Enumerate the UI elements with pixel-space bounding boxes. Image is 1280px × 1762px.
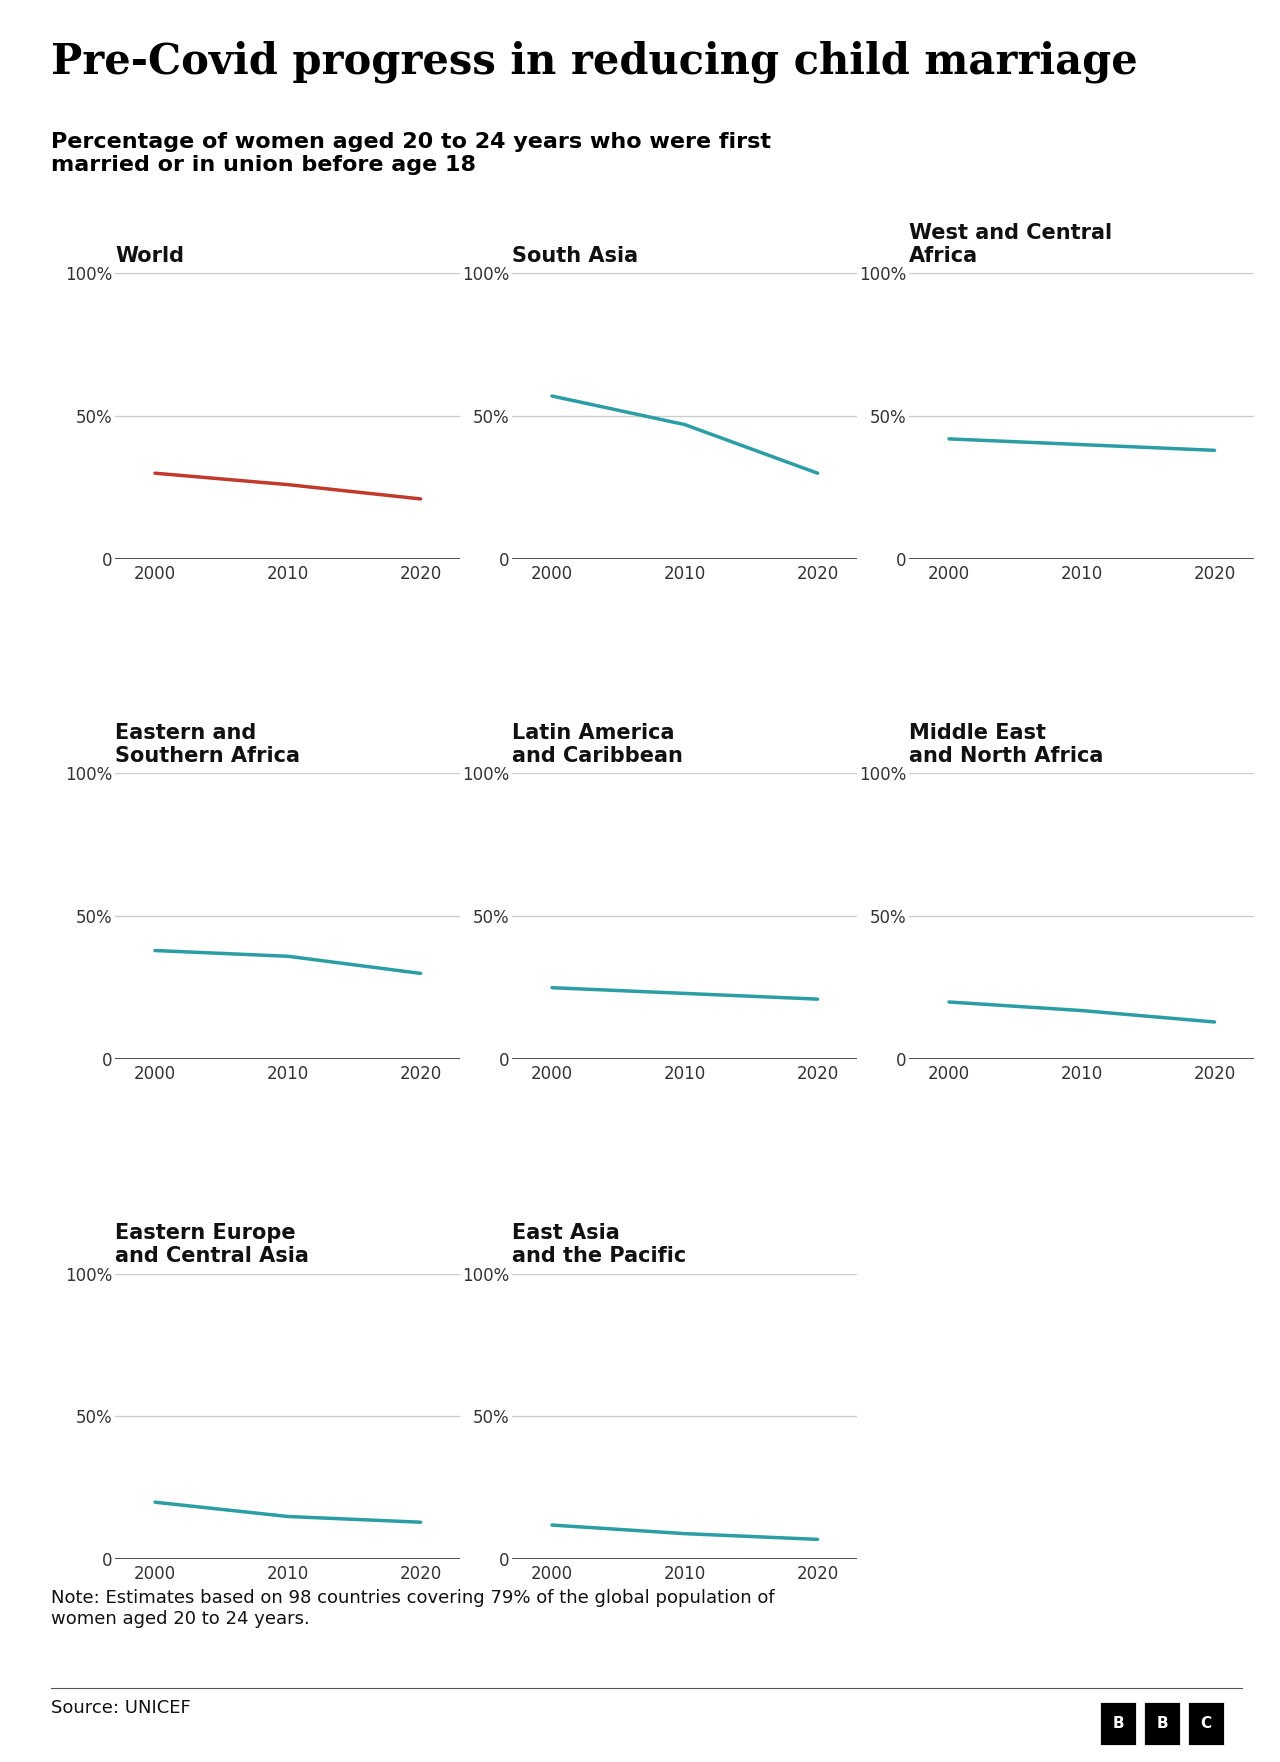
Text: Eastern Europe
and Central Asia: Eastern Europe and Central Asia <box>115 1223 308 1267</box>
Bar <box>1098 1700 1137 1746</box>
Text: South Asia: South Asia <box>512 247 639 266</box>
Text: B: B <box>1112 1716 1124 1730</box>
Text: West and Central
Africa: West and Central Africa <box>909 222 1112 266</box>
Text: Middle East
and North Africa: Middle East and North Africa <box>909 722 1103 766</box>
Text: Pre-Covid progress in reducing child marriage: Pre-Covid progress in reducing child mar… <box>51 41 1138 83</box>
Text: East Asia
and the Pacific: East Asia and the Pacific <box>512 1223 686 1267</box>
Text: World: World <box>115 247 184 266</box>
Text: B: B <box>1156 1716 1167 1730</box>
Bar <box>1143 1700 1181 1746</box>
Text: Eastern and
Southern Africa: Eastern and Southern Africa <box>115 722 301 766</box>
Text: Note: Estimates based on 98 countries covering 79% of the global population of
w: Note: Estimates based on 98 countries co… <box>51 1589 774 1628</box>
Text: C: C <box>1201 1716 1212 1730</box>
Bar <box>1187 1700 1225 1746</box>
Text: Latin America
and Caribbean: Latin America and Caribbean <box>512 722 684 766</box>
Text: Percentage of women aged 20 to 24 years who were first
married or in union befor: Percentage of women aged 20 to 24 years … <box>51 132 771 176</box>
Text: Source: UNICEF: Source: UNICEF <box>51 1699 191 1716</box>
